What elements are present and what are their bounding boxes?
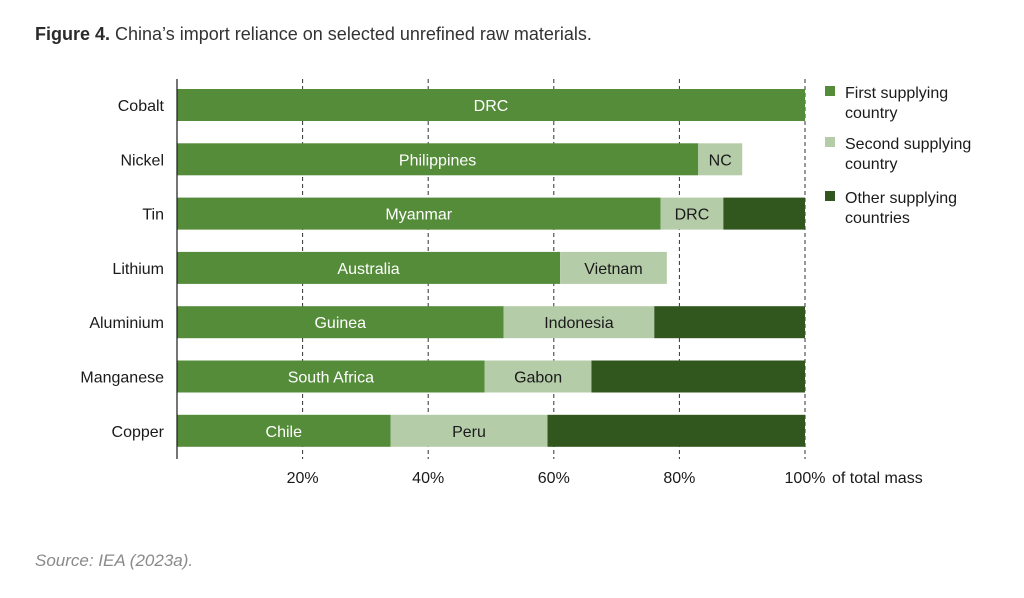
legend-label-2-line-1: Second supplying — [845, 136, 971, 153]
x-tick-label-20: 20% — [287, 470, 319, 487]
figure-title: Figure 4. China’s import reliance on sel… — [35, 24, 592, 45]
bar-label-tin-series-1: Myanmar — [385, 207, 452, 224]
category-label-cobalt: Cobalt — [118, 98, 165, 115]
bar-lithium-series-2 — [560, 251, 667, 284]
bar-copper-series-2 — [390, 414, 548, 447]
legend-swatch-2 — [825, 137, 835, 147]
legend-label-1-line-2: country — [845, 105, 897, 122]
bar-manganese-series-2 — [484, 360, 592, 393]
category-label-tin: Tin — [142, 207, 164, 224]
bar-copper-series-3 — [547, 414, 805, 447]
bar-label-cobalt-series-1: DRC — [474, 98, 509, 115]
bar-label-copper-series-2: Peru — [452, 424, 486, 441]
bar-label-tin-series-2: DRC — [675, 207, 710, 224]
legend-swatch-3 — [825, 191, 835, 201]
bar-label-copper-series-1: Chile — [266, 424, 303, 441]
bar-label-manganese-series-2: Gabon — [514, 370, 562, 387]
x-tick-label-60: 60% — [538, 470, 570, 487]
bar-nickel-series-1 — [177, 143, 699, 176]
bar-tin-series-1 — [177, 197, 661, 230]
bar-aluminium-series-3 — [654, 306, 805, 339]
bar-manganese-series-1 — [177, 360, 485, 393]
bar-label-lithium-series-1: Australia — [337, 261, 399, 278]
category-label-copper: Copper — [112, 424, 165, 441]
bar-cobalt-series-1 — [177, 89, 805, 121]
figure-label: Figure 4. — [35, 24, 111, 44]
legend-label-1-line-1: First supplying — [845, 85, 948, 102]
bar-label-nickel-series-2: NC — [709, 152, 732, 169]
figure-caption: China’s import reliance on selected unre… — [115, 24, 592, 44]
bar-copper-series-1 — [177, 414, 391, 447]
category-label-lithium: Lithium — [112, 261, 164, 278]
legend-swatch-1 — [825, 86, 835, 96]
bar-aluminium-series-2 — [503, 306, 655, 339]
bar-label-lithium-series-2: Vietnam — [584, 261, 642, 278]
bar-tin-series-2 — [660, 197, 724, 230]
source-note: Source: IEA (2023a). — [35, 551, 194, 570]
category-label-nickel: Nickel — [120, 152, 164, 169]
x-axis-title: of total mass — [832, 470, 923, 487]
legend-label-3-line-1: Other supplying — [845, 190, 957, 207]
bar-aluminium-series-1 — [177, 306, 504, 339]
bar-label-nickel-series-1: Philippines — [399, 152, 476, 169]
x-tick-label-40: 40% — [412, 470, 444, 487]
legend-label-3-line-2: countries — [845, 210, 910, 227]
legend-label-2-line-2: country — [845, 156, 897, 173]
bar-lithium-series-1 — [177, 251, 561, 284]
bar-label-manganese-series-1: South Africa — [288, 370, 374, 387]
x-tick-label-100: 100% — [785, 470, 826, 487]
bar-nickel-series-2 — [698, 143, 743, 176]
x-tick-label-80: 80% — [663, 470, 695, 487]
category-label-manganese: Manganese — [80, 370, 164, 387]
bar-label-aluminium-series-1: Guinea — [314, 315, 366, 332]
category-label-aluminium: Aluminium — [89, 315, 164, 332]
bar-label-aluminium-series-2: Indonesia — [544, 315, 613, 332]
bar-tin-series-3 — [723, 197, 805, 230]
bar-manganese-series-3 — [591, 360, 805, 393]
